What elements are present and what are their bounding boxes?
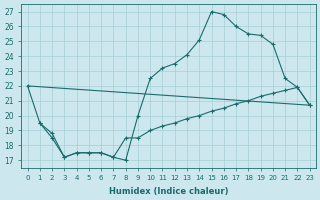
- X-axis label: Humidex (Indice chaleur): Humidex (Indice chaleur): [109, 187, 228, 196]
